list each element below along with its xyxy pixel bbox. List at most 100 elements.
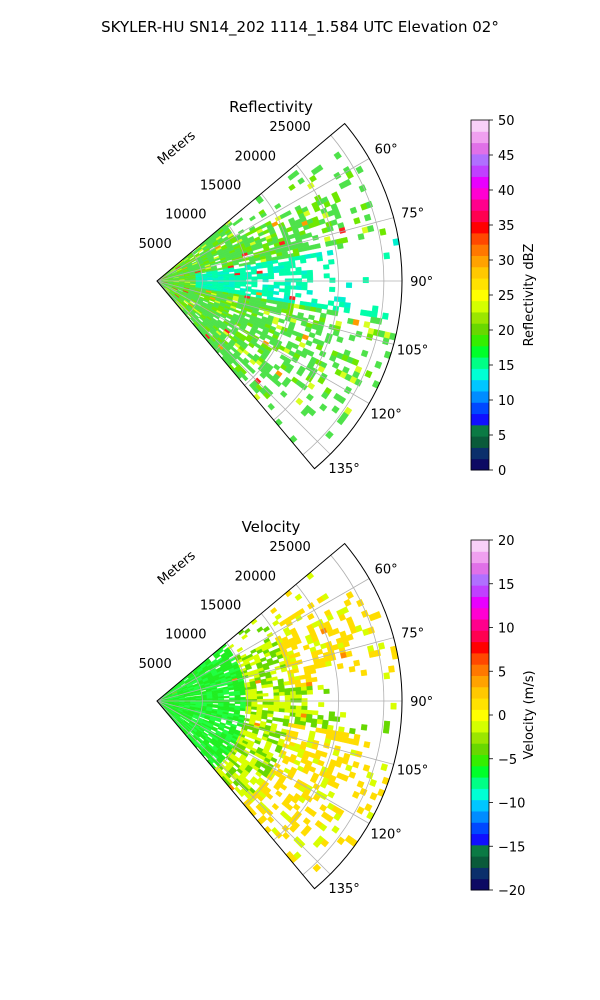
radar-cell [306,612,315,621]
radar-cell [369,792,378,801]
colorbar-swatch [471,311,489,324]
range-ring [215,642,249,771]
colorbar-swatch [471,709,489,722]
radar-cell [212,701,219,704]
colorbar-swatch [471,822,489,835]
radar-cell [273,704,280,709]
radar-cell [261,292,268,297]
radar-cell [223,695,230,699]
radar-cell [283,681,290,686]
radar-cell [274,831,283,839]
radar-cell [251,701,258,705]
radar-cell [281,758,290,765]
colorbar-swatch [471,300,489,313]
angle-tick-label: 90° [410,695,433,710]
range-tick-label: 5000 [139,657,172,672]
colorbar: 0 5 10 15 20 25 30 35 40 45 50 Reflectivity dBZ [470,114,537,479]
radar-cell [375,317,383,325]
radar-cell [261,684,268,689]
radar-cell [251,706,258,710]
radar-cell [310,676,318,683]
figure-title: SKYLER-HU SN14_202 1114_1.584 UTC Elevat… [101,18,499,37]
radar-cell [317,376,326,385]
radar-cell [323,264,330,270]
radar-cell [277,717,285,723]
radar-cell [295,397,304,406]
radar-cell [355,165,364,175]
radar-cell [300,686,308,692]
radar-cell [294,593,303,602]
radar-cell [367,224,375,233]
range-ring [273,164,339,421]
angle-spoke [156,158,370,282]
radar-cell [278,688,285,693]
radar-cell [310,722,318,728]
range-ring [302,554,385,876]
radar-cell [261,715,268,720]
radar-cell [234,309,241,314]
radar-cell [272,717,279,722]
radar-cell [377,642,386,650]
radar-cell [306,289,313,295]
radar-cell [343,178,352,187]
radar-cell [245,276,252,280]
colorbar-swatch [471,675,489,688]
radar-cell [234,277,241,280]
radar-cell [272,290,280,296]
reflectivity-panel: Reflectivity 5000 10000 15000 20000 25000 60° 7… [139,98,537,479]
colorbar-swatch [471,562,489,575]
radar-cell [306,685,313,691]
radar-cell [262,275,269,280]
angle-tick-label: 105° [397,763,428,778]
radar-cell [315,164,324,173]
radar-cell [278,271,286,276]
radar-cell [373,611,382,620]
radar-cell [291,169,300,178]
radar-cell [306,709,313,715]
radar-cell [328,715,335,722]
radar-cell [271,300,279,305]
radar-cell [300,408,309,417]
colorbar-swatch [471,743,489,756]
radar-cell [251,279,258,283]
radar-cell [245,696,252,700]
sector-outline [156,542,403,890]
colorbar-swatch [471,447,489,460]
radar-cell [325,430,334,440]
radar-cell [251,281,258,285]
radar-cell [362,277,369,284]
radar-cell [251,276,258,280]
radar-cell [308,408,317,417]
radar-cell [273,692,280,697]
radar-cell [281,380,289,388]
colorbar-tick-label: 25 [498,289,515,304]
radar-cell [249,358,257,366]
colorbar-tick-label: −15 [498,840,525,855]
radar-cell [388,665,395,673]
radar-cell [262,704,269,709]
radar-cell [247,342,255,349]
radar-cell [342,640,350,648]
colorbar-swatch [471,379,489,392]
radar-cell [319,781,328,789]
radar-cell [251,693,258,698]
radar-cell [268,701,275,706]
radar-cell [237,790,245,798]
radar-cell [336,836,346,846]
radar-cell [273,284,280,289]
angle-tick-label: 120° [370,827,401,842]
radar-cell [309,306,317,313]
radar-cell [288,824,297,833]
radar-cell [343,307,351,314]
radar-cell [315,727,322,734]
radar-cell [306,571,315,580]
radar-cell [321,593,330,601]
colorbar-tick-label: 15 [498,359,515,374]
colorbar-swatch [471,551,489,564]
radar-cell [288,183,296,191]
colorbar-swatch [471,232,489,245]
radar-cell [256,696,263,700]
colorbar-swatch [471,289,489,302]
colorbar-label: Reflectivity dBZ [522,244,537,347]
radar-cell [356,780,365,789]
